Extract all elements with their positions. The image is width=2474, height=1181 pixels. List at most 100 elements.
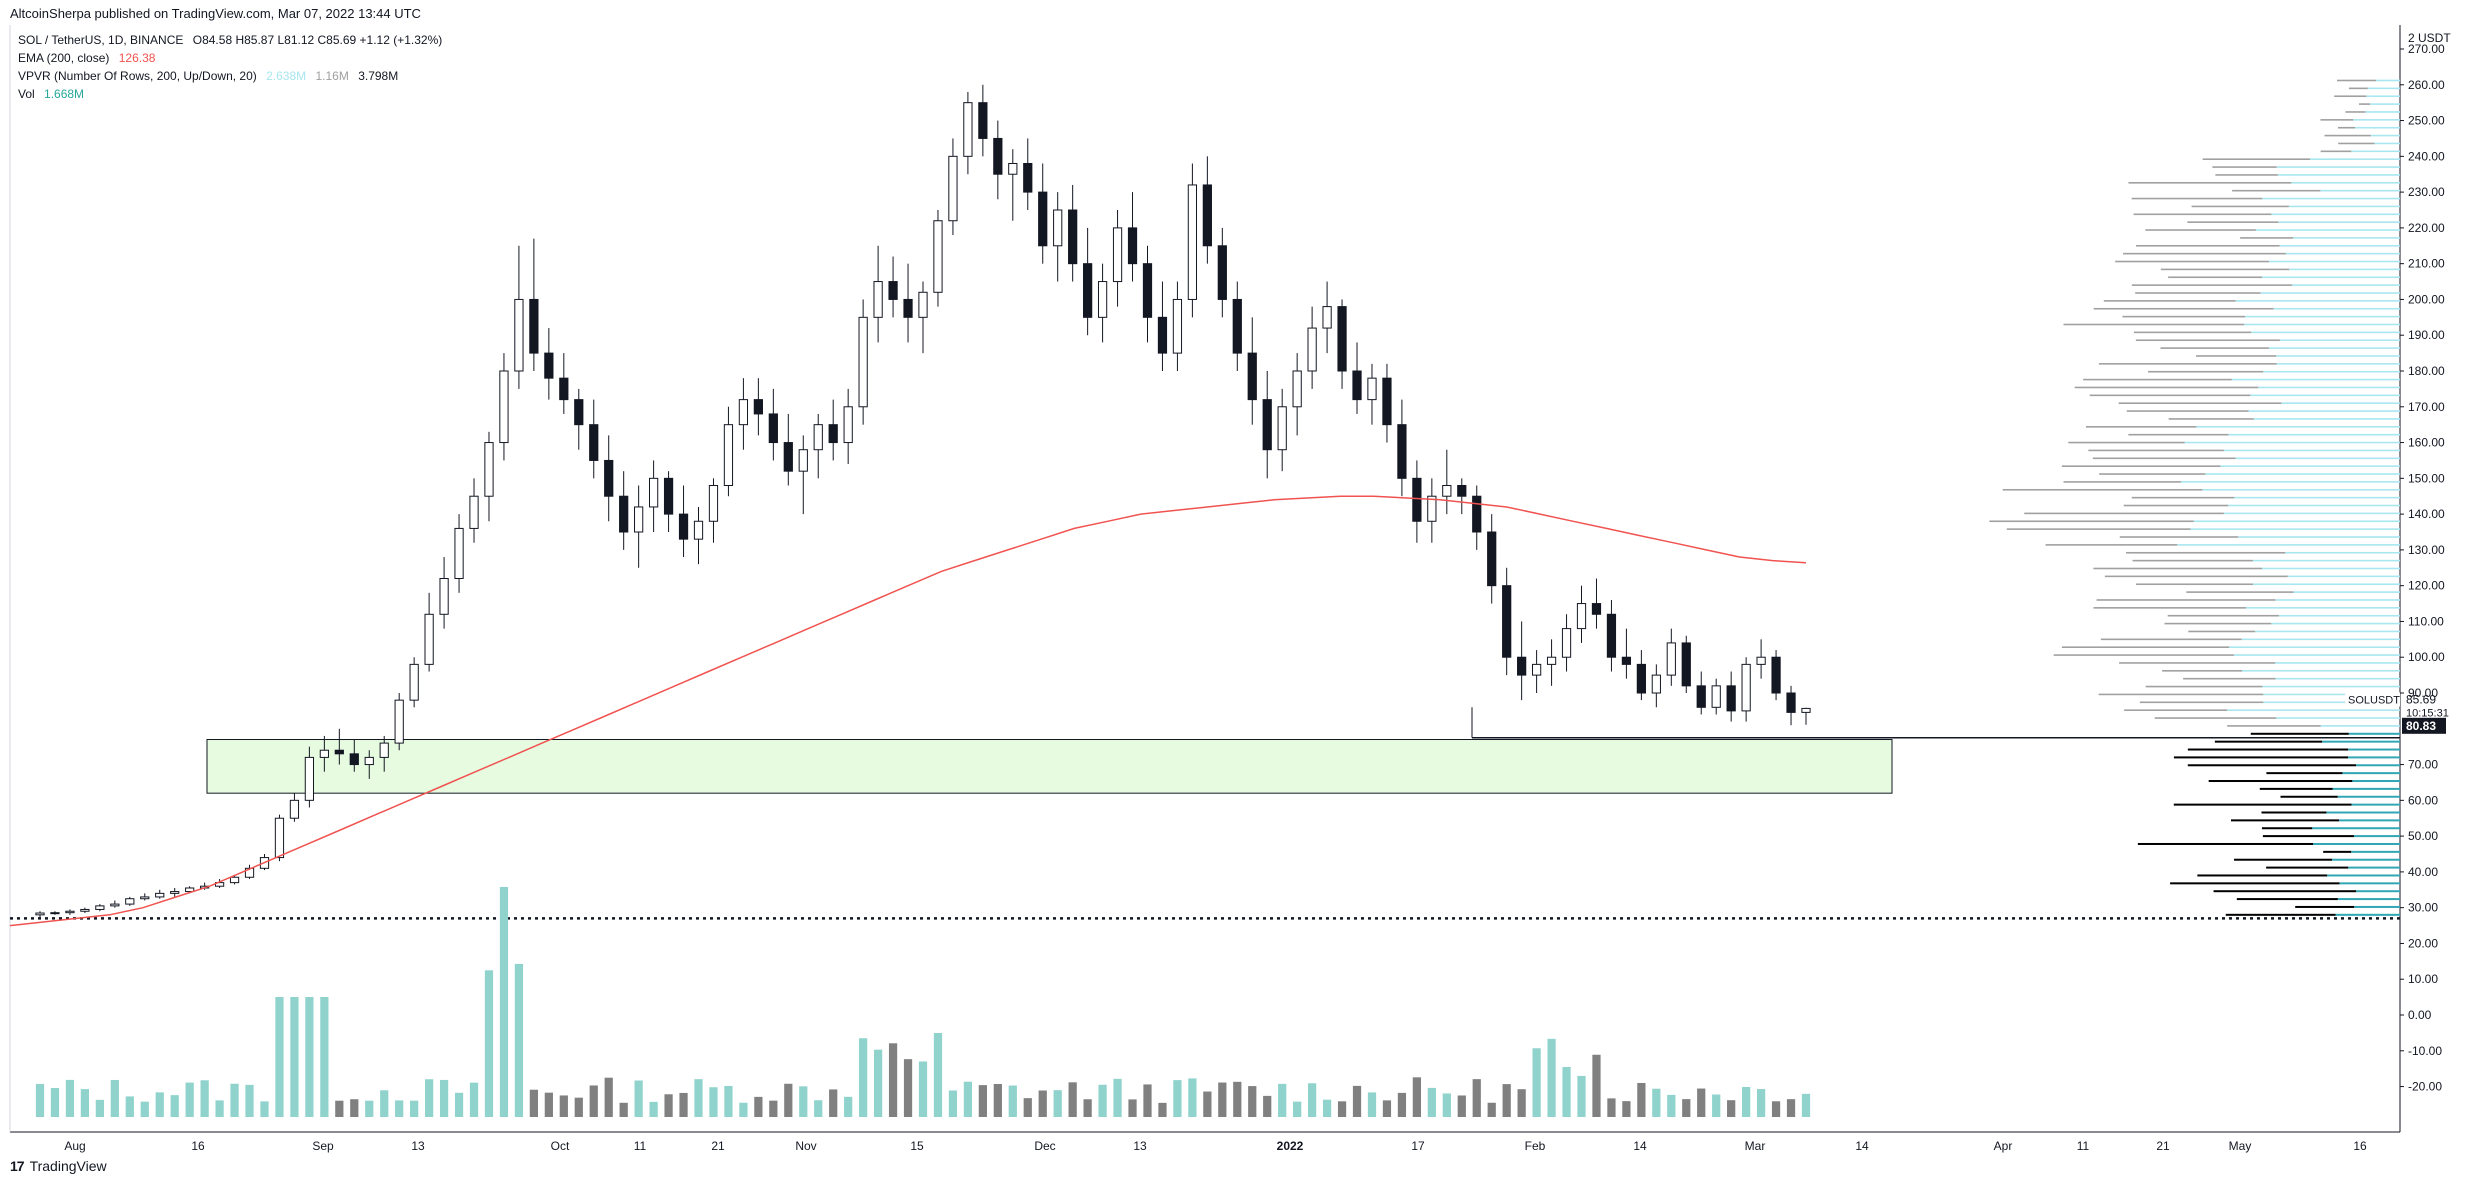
candle-body	[95, 905, 105, 910]
candle-body	[439, 578, 449, 615]
candle-body	[1771, 656, 1781, 694]
vpvr-bar-up	[2202, 488, 2400, 491]
x-tick-label: Oct	[551, 1139, 570, 1153]
volume-bar	[709, 1087, 718, 1117]
legend-ema-value: 126.38	[118, 51, 156, 65]
candle-body	[499, 370, 509, 444]
vpvr-bar-down	[2119, 662, 2276, 664]
vpvr-bar-up	[2245, 607, 2400, 609]
volume-bar	[365, 1100, 374, 1117]
vpvr-bar-up	[2281, 402, 2400, 404]
vpvr-bar-down	[2093, 307, 2274, 310]
vpvr-bar-up	[2262, 197, 2400, 200]
vpvr-bar-up	[2320, 725, 2400, 727]
vpvr-bar-down	[2128, 182, 2292, 184]
candle-body	[1801, 707, 1811, 713]
tradingview-brand: TradingView	[29, 1158, 107, 1174]
candle-body	[349, 753, 359, 766]
candle-body	[125, 898, 135, 905]
vpvr-bar-down	[2187, 764, 2357, 767]
vpvr-bar-up	[2227, 709, 2400, 711]
volume-bar	[1278, 1083, 1287, 1117]
volume-bar	[589, 1085, 598, 1117]
candle-body	[798, 449, 808, 472]
y-tick-label: 170.00	[2408, 400, 2445, 414]
legend-ema-row[interactable]: EMA (200, close) 126.38	[18, 49, 442, 67]
candle-body	[738, 399, 749, 426]
legend-vol-row[interactable]: Vol 1.668M	[18, 85, 442, 103]
candle-body	[1322, 306, 1332, 329]
x-tick-label: Feb	[1525, 1139, 1546, 1153]
volume-bar	[1756, 1089, 1766, 1117]
candle-body	[1427, 495, 1437, 522]
candle-body	[140, 896, 150, 900]
vpvr-bar-down	[2173, 803, 2352, 806]
x-tick-label: 11	[2077, 1139, 2090, 1153]
volume-bar	[1233, 1081, 1242, 1117]
vpvr-bar-up	[2223, 449, 2400, 452]
candle-body	[155, 892, 165, 898]
vpvr-bar-up	[2241, 638, 2400, 641]
vpvr-bar-up	[2263, 701, 2400, 704]
vpvr-bar-up	[2279, 339, 2400, 342]
y-tick-label: 240.00	[2408, 149, 2445, 163]
candle-body	[110, 903, 120, 907]
vpvr-bar-down	[2061, 465, 2221, 467]
y-tick-label: 160.00	[2408, 436, 2445, 450]
legend-vpvr-row[interactable]: VPVR (Number Of Rows, 200, Up/Down, 20) …	[18, 67, 442, 85]
y-tick-label: 250.00	[2408, 114, 2445, 128]
vpvr-bar-down	[2131, 284, 2292, 286]
vpvr-bar-up	[2312, 827, 2400, 830]
volume-bar	[1083, 1099, 1092, 1117]
volume-bar	[1771, 1101, 1781, 1117]
candle-body	[1232, 298, 1242, 354]
tradingview-footer: 17 TradingView	[10, 1158, 107, 1174]
vpvr-bar-down	[2133, 213, 2272, 216]
vpvr-bar-down	[2045, 544, 2178, 546]
vpvr-bar-down	[2227, 725, 2321, 727]
volume-bar	[1517, 1089, 1526, 1117]
vpvr-bar-down	[2188, 630, 2256, 633]
candle-body	[619, 495, 629, 533]
candle-body	[1517, 656, 1527, 676]
vpvr-bar-down	[2168, 418, 2254, 420]
volume-bar	[604, 1077, 613, 1117]
y-tick-label: 210.00	[2408, 257, 2445, 271]
candle-body	[634, 506, 644, 533]
volume-bar	[1367, 1092, 1377, 1117]
vpvr-bar-down	[2135, 292, 2261, 294]
vpvr-bar-down	[2088, 449, 2224, 452]
x-tick-label: Nov	[795, 1139, 816, 1153]
candle-body	[1277, 406, 1287, 451]
vpvr-bar-up	[2355, 126, 2400, 129]
candle-body	[544, 352, 554, 379]
candle-body	[1531, 663, 1542, 676]
y-tick-label: 60.00	[2408, 793, 2438, 807]
candle-body	[1502, 585, 1512, 658]
level-price-tag: 80.83	[2406, 719, 2436, 733]
legend-vpvr-label: VPVR (Number Of Rows, 200, Up/Down, 20)	[18, 69, 257, 83]
y-tick-label: 20.00	[2408, 936, 2438, 950]
volume-bar	[873, 1049, 883, 1117]
vpvr-bar-up	[2234, 496, 2400, 499]
volume-bar	[185, 1082, 194, 1117]
volume-bar	[1682, 1099, 1691, 1117]
volume-bar	[275, 997, 284, 1117]
chart-legend: SOL / TetherUS, 1D, BINANCE O84.58 H85.8…	[18, 31, 442, 103]
volume-bar	[1577, 1075, 1586, 1117]
vpvr-bar-up	[2244, 323, 2400, 326]
candle-body	[1382, 377, 1392, 426]
vpvr-bar-up	[2262, 685, 2400, 688]
candle-body	[1202, 184, 1212, 247]
volume-bar	[814, 1100, 823, 1117]
candle-body	[933, 220, 943, 293]
vpvr-bar-down	[2115, 260, 2269, 263]
candle-body	[903, 298, 913, 318]
vpvr-bar-up	[2220, 465, 2400, 467]
candle-body	[1546, 656, 1557, 665]
volume-bar	[35, 1084, 45, 1117]
vpvr-bar-down	[2160, 268, 2290, 271]
candle-body	[604, 459, 614, 497]
vpvr-bar-up	[2253, 418, 2400, 420]
